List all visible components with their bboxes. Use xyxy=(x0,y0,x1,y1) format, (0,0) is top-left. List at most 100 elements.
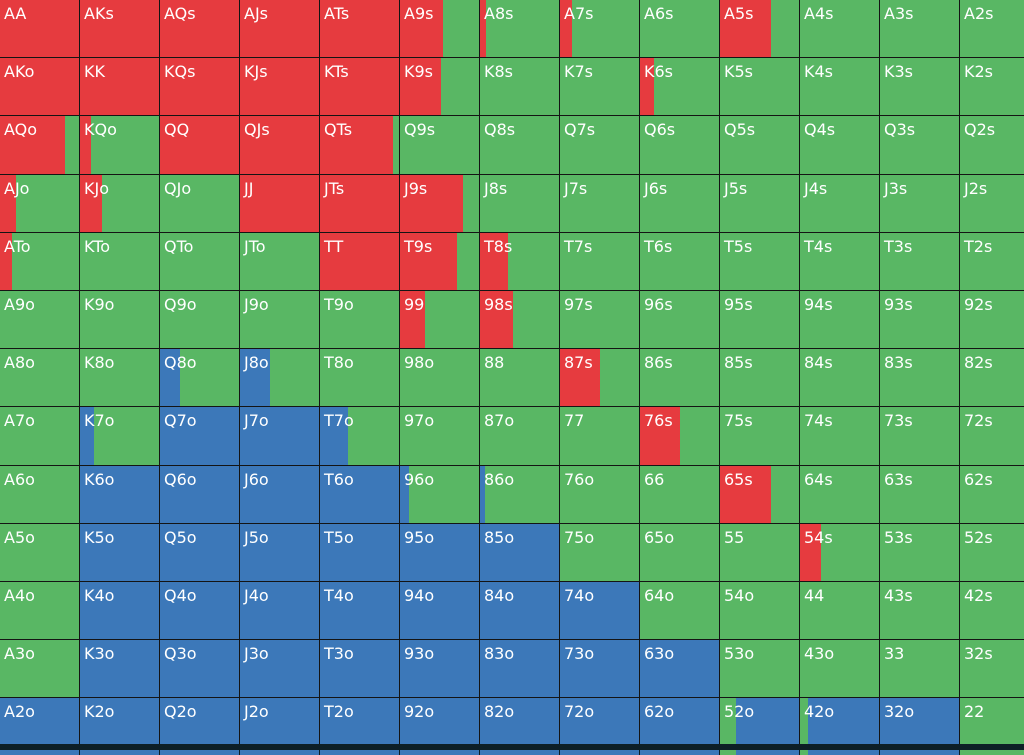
hand-cell-KQs[interactable]: KQs xyxy=(160,58,239,116)
hand-cell-65s[interactable]: 65s xyxy=(720,465,799,523)
hand-cell-K3o[interactable]: K3o xyxy=(80,640,159,698)
hand-cell-96o[interactable]: 96o xyxy=(400,465,479,523)
hand-cell-AA[interactable]: AA xyxy=(0,0,79,58)
hand-cell-82s[interactable]: 82s xyxy=(960,349,1024,407)
hand-cell-T4s[interactable]: T4s xyxy=(800,232,879,290)
hand-cell-A7o[interactable]: A7o xyxy=(0,407,79,465)
hand-cell-A8o[interactable]: A8o xyxy=(0,349,79,407)
hand-cell-75s[interactable]: 75s xyxy=(720,407,799,465)
hand-cell-97o[interactable]: 97o xyxy=(400,407,479,465)
hand-cell-64o[interactable]: 64o xyxy=(640,581,719,640)
hand-cell-J3s[interactable]: J3s xyxy=(880,174,959,232)
hand-cell-QJo[interactable]: QJo xyxy=(160,174,239,232)
hand-cell-T4o[interactable]: T4o xyxy=(320,581,399,640)
hand-cell-43o[interactable]: 43o xyxy=(800,640,879,698)
hand-cell-A6s[interactable]: A6s xyxy=(640,0,719,58)
hand-cell-Q3o[interactable]: Q3o xyxy=(160,640,239,698)
hand-cell-TT[interactable]: TT xyxy=(320,232,399,290)
hand-cell-A9s[interactable]: A9s xyxy=(400,0,479,58)
hand-cell-K6o[interactable]: K6o xyxy=(80,465,159,523)
hand-cell-54s[interactable]: 54s xyxy=(800,523,879,581)
hand-cell-84o[interactable]: 84o xyxy=(480,581,559,640)
hand-cell-93s[interactable]: 93s xyxy=(880,290,959,349)
hand-cell-Q8s[interactable]: Q8s xyxy=(480,116,559,174)
hand-cell-74s[interactable]: 74s xyxy=(800,407,879,465)
hand-cell-A3o[interactable]: A3o xyxy=(0,640,79,698)
hand-cell-52s[interactable]: 52s xyxy=(960,523,1024,581)
hand-cell-AJs[interactable]: AJs xyxy=(240,0,319,58)
hand-cell-44[interactable]: 44 xyxy=(800,581,879,640)
hand-cell-63s[interactable]: 63s xyxy=(880,465,959,523)
hand-cell-92s[interactable]: 92s xyxy=(960,290,1024,349)
hand-cell-87o[interactable]: 87o xyxy=(480,407,559,465)
hand-cell-74o[interactable]: 74o xyxy=(560,581,639,640)
hand-cell-43s[interactable]: 43s xyxy=(880,581,959,640)
hand-cell-AQo[interactable]: AQo xyxy=(0,116,79,174)
hand-cell-K5o[interactable]: K5o xyxy=(80,523,159,581)
hand-cell-T5o[interactable]: T5o xyxy=(320,523,399,581)
hand-cell-J2s[interactable]: J2s xyxy=(960,174,1024,232)
hand-cell-Q9o[interactable]: Q9o xyxy=(160,290,239,349)
hand-cell-JJ[interactable]: JJ xyxy=(240,174,319,232)
hand-cell-76o[interactable]: 76o xyxy=(560,465,639,523)
hand-cell-KK[interactable]: KK xyxy=(80,58,159,116)
hand-cell-95o[interactable]: 95o xyxy=(400,523,479,581)
hand-cell-K9o[interactable]: K9o xyxy=(80,290,159,349)
hand-cell-QJs[interactable]: QJs xyxy=(240,116,319,174)
hand-cell-93o[interactable]: 93o xyxy=(400,640,479,698)
hand-cell-QTo[interactable]: QTo xyxy=(160,232,239,290)
hand-cell-Q2s[interactable]: Q2s xyxy=(960,116,1024,174)
hand-cell-T9o[interactable]: T9o xyxy=(320,290,399,349)
hand-cell-32s[interactable]: 32s xyxy=(960,640,1024,698)
hand-cell-T3s[interactable]: T3s xyxy=(880,232,959,290)
hand-cell-Q5s[interactable]: Q5s xyxy=(720,116,799,174)
hand-cell-T5s[interactable]: T5s xyxy=(720,232,799,290)
hand-cell-K7s[interactable]: K7s xyxy=(560,58,639,116)
hand-cell-95s[interactable]: 95s xyxy=(720,290,799,349)
hand-cell-73s[interactable]: 73s xyxy=(880,407,959,465)
hand-cell-KJo[interactable]: KJo xyxy=(80,174,159,232)
hand-cell-42s[interactable]: 42s xyxy=(960,581,1024,640)
hand-cell-AQs[interactable]: AQs xyxy=(160,0,239,58)
hand-cell-A8s[interactable]: A8s xyxy=(480,0,559,58)
hand-cell-75o[interactable]: 75o xyxy=(560,523,639,581)
hand-cell-65o[interactable]: 65o xyxy=(640,523,719,581)
hand-cell-A4o[interactable]: A4o xyxy=(0,581,79,640)
hand-cell-J5o[interactable]: J5o xyxy=(240,523,319,581)
hand-cell-96s[interactable]: 96s xyxy=(640,290,719,349)
hand-cell-JTs[interactable]: JTs xyxy=(320,174,399,232)
hand-cell-K8o[interactable]: K8o xyxy=(80,349,159,407)
hand-cell-Q7o[interactable]: Q7o xyxy=(160,407,239,465)
hand-cell-99[interactable]: 99 xyxy=(400,290,479,349)
hand-cell-K8s[interactable]: K8s xyxy=(480,58,559,116)
hand-cell-J7o[interactable]: J7o xyxy=(240,407,319,465)
hand-cell-66[interactable]: 66 xyxy=(640,465,719,523)
hand-cell-53o[interactable]: 53o xyxy=(720,640,799,698)
hand-cell-86s[interactable]: 86s xyxy=(640,349,719,407)
hand-cell-73o[interactable]: 73o xyxy=(560,640,639,698)
hand-cell-J3o[interactable]: J3o xyxy=(240,640,319,698)
hand-cell-98s[interactable]: 98s xyxy=(480,290,559,349)
hand-cell-Q6s[interactable]: Q6s xyxy=(640,116,719,174)
hand-cell-J9s[interactable]: J9s xyxy=(400,174,479,232)
hand-cell-85s[interactable]: 85s xyxy=(720,349,799,407)
hand-cell-KTs[interactable]: KTs xyxy=(320,58,399,116)
hand-cell-K4s[interactable]: K4s xyxy=(800,58,879,116)
hand-cell-63o[interactable]: 63o xyxy=(640,640,719,698)
hand-cell-KQo[interactable]: KQo xyxy=(80,116,159,174)
hand-cell-KJs[interactable]: KJs xyxy=(240,58,319,116)
hand-cell-A5o[interactable]: A5o xyxy=(0,523,79,581)
hand-cell-J8o[interactable]: J8o xyxy=(240,349,319,407)
hand-cell-J6o[interactable]: J6o xyxy=(240,465,319,523)
hand-cell-54o[interactable]: 54o xyxy=(720,581,799,640)
hand-cell-86o[interactable]: 86o xyxy=(480,465,559,523)
hand-cell-T3o[interactable]: T3o xyxy=(320,640,399,698)
hand-cell-A6o[interactable]: A6o xyxy=(0,465,79,523)
hand-cell-JTo[interactable]: JTo xyxy=(240,232,319,290)
hand-cell-K5s[interactable]: K5s xyxy=(720,58,799,116)
hand-cell-J4o[interactable]: J4o xyxy=(240,581,319,640)
hand-cell-Q8o[interactable]: Q8o xyxy=(160,349,239,407)
hand-cell-Q9s[interactable]: Q9s xyxy=(400,116,479,174)
hand-cell-76s[interactable]: 76s xyxy=(640,407,719,465)
hand-cell-83s[interactable]: 83s xyxy=(880,349,959,407)
